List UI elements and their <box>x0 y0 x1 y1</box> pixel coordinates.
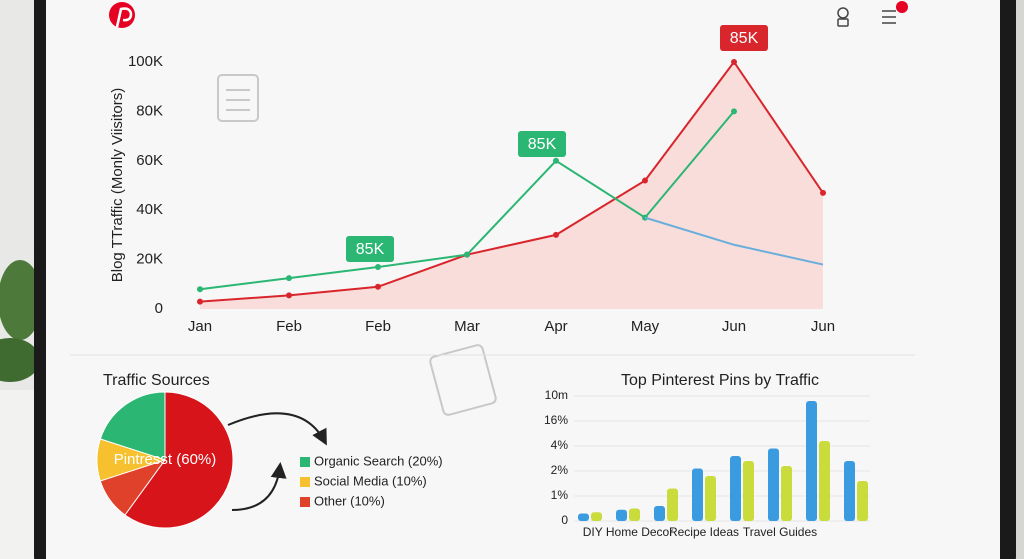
pie-title: Traffic Sources <box>103 372 210 389</box>
bar <box>616 510 627 521</box>
y-tick-label: 16% <box>544 413 568 427</box>
y-tick-label: 0 <box>561 513 568 527</box>
point <box>553 232 559 238</box>
x-tick-label: Feb <box>365 318 391 335</box>
point <box>642 178 648 184</box>
point <box>197 286 203 292</box>
bar <box>629 509 640 522</box>
legend-label: Organic Search (20%) <box>314 453 443 468</box>
bar-title: Top Pinterest Pins by Traffic <box>621 372 819 389</box>
x-tick-label: Jun <box>811 318 835 335</box>
point <box>553 158 559 164</box>
point <box>375 284 381 290</box>
y-axis-label: Blog TTraffic (Monly Viisitors) <box>109 88 126 283</box>
pie-center-label: Pintresst (60%) <box>110 450 220 470</box>
bar <box>844 461 855 521</box>
pinterest-logo[interactable] <box>109 2 135 28</box>
annotation: 85K <box>356 241 385 258</box>
y-tick-label: 60K <box>136 152 163 169</box>
x-tick-label: Mar <box>454 318 480 335</box>
point <box>286 275 292 281</box>
y-tick-label: 100K <box>128 53 163 70</box>
bar <box>730 456 741 521</box>
y-tick-label: 4% <box>551 438 569 452</box>
x-tick-label: May <box>631 318 660 335</box>
x-tick-label: Recipe Ideas <box>669 525 739 539</box>
legend-swatch <box>300 497 310 507</box>
point <box>731 108 737 114</box>
point <box>464 252 470 258</box>
legend-label: Other (10%) <box>314 493 385 508</box>
bar <box>806 401 817 521</box>
bar <box>705 476 716 521</box>
bar <box>654 506 665 521</box>
y-tick-label: 0 <box>155 300 163 317</box>
legend-swatch <box>300 477 310 487</box>
legend-label: Social Media (10%) <box>314 473 427 488</box>
point <box>731 59 737 65</box>
point <box>197 299 203 305</box>
y-tick-label: 10m <box>545 388 568 402</box>
y-tick-label: 80K <box>136 102 163 119</box>
annotation: 85K <box>528 136 557 153</box>
bar <box>819 441 830 521</box>
y-tick-label: 2% <box>551 463 569 477</box>
x-tick-label: Apr <box>544 318 567 335</box>
bar <box>857 481 868 521</box>
x-tick-label: Jun <box>722 318 746 335</box>
bar <box>667 489 678 522</box>
bar <box>743 461 754 521</box>
point <box>286 292 292 298</box>
x-tick-label: DIY Home Decor <box>583 525 673 539</box>
x-tick-label: Feb <box>276 318 302 335</box>
y-tick-label: 1% <box>551 488 569 502</box>
y-tick-label: 20K <box>136 251 163 268</box>
bar <box>578 514 589 522</box>
legend-swatch <box>300 457 310 467</box>
bar <box>591 512 602 521</box>
annotation: 85K <box>730 30 759 47</box>
bar <box>768 449 779 522</box>
point <box>820 190 826 196</box>
bar <box>692 469 703 522</box>
y-tick-label: 40K <box>136 201 163 218</box>
x-tick-label: Travel Guides <box>743 525 817 539</box>
bar <box>781 466 792 521</box>
x-tick-label: Jan <box>188 318 212 335</box>
point <box>375 264 381 270</box>
